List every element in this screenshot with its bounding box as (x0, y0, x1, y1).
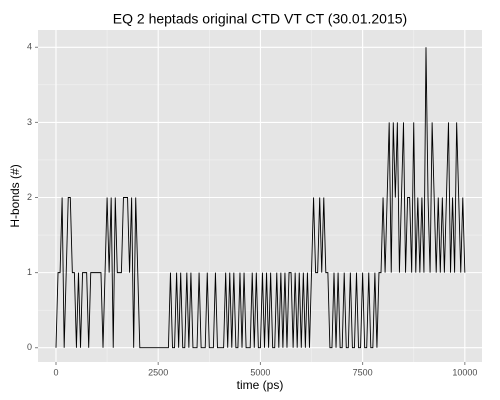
chart-title: EQ 2 heptads original CTD VT CT (30.01.2… (113, 11, 407, 27)
x-tick-label: 7500 (353, 367, 373, 377)
y-tick-label: 3 (27, 117, 32, 127)
y-tick-label: 4 (27, 42, 32, 52)
x-tick-label: 2500 (148, 367, 168, 377)
y-tick-label: 1 (27, 267, 32, 277)
y-axis-label: H-bonds (#) (8, 164, 22, 227)
x-tick-label: 0 (53, 367, 58, 377)
x-axis-label: time (ps) (237, 378, 284, 392)
data-line (55, 47, 466, 349)
x-tick-label: 5000 (250, 367, 270, 377)
y-tick-label: 0 (27, 342, 32, 352)
x-tick-label: 10000 (452, 367, 477, 377)
y-tick-label: 2 (27, 192, 32, 202)
